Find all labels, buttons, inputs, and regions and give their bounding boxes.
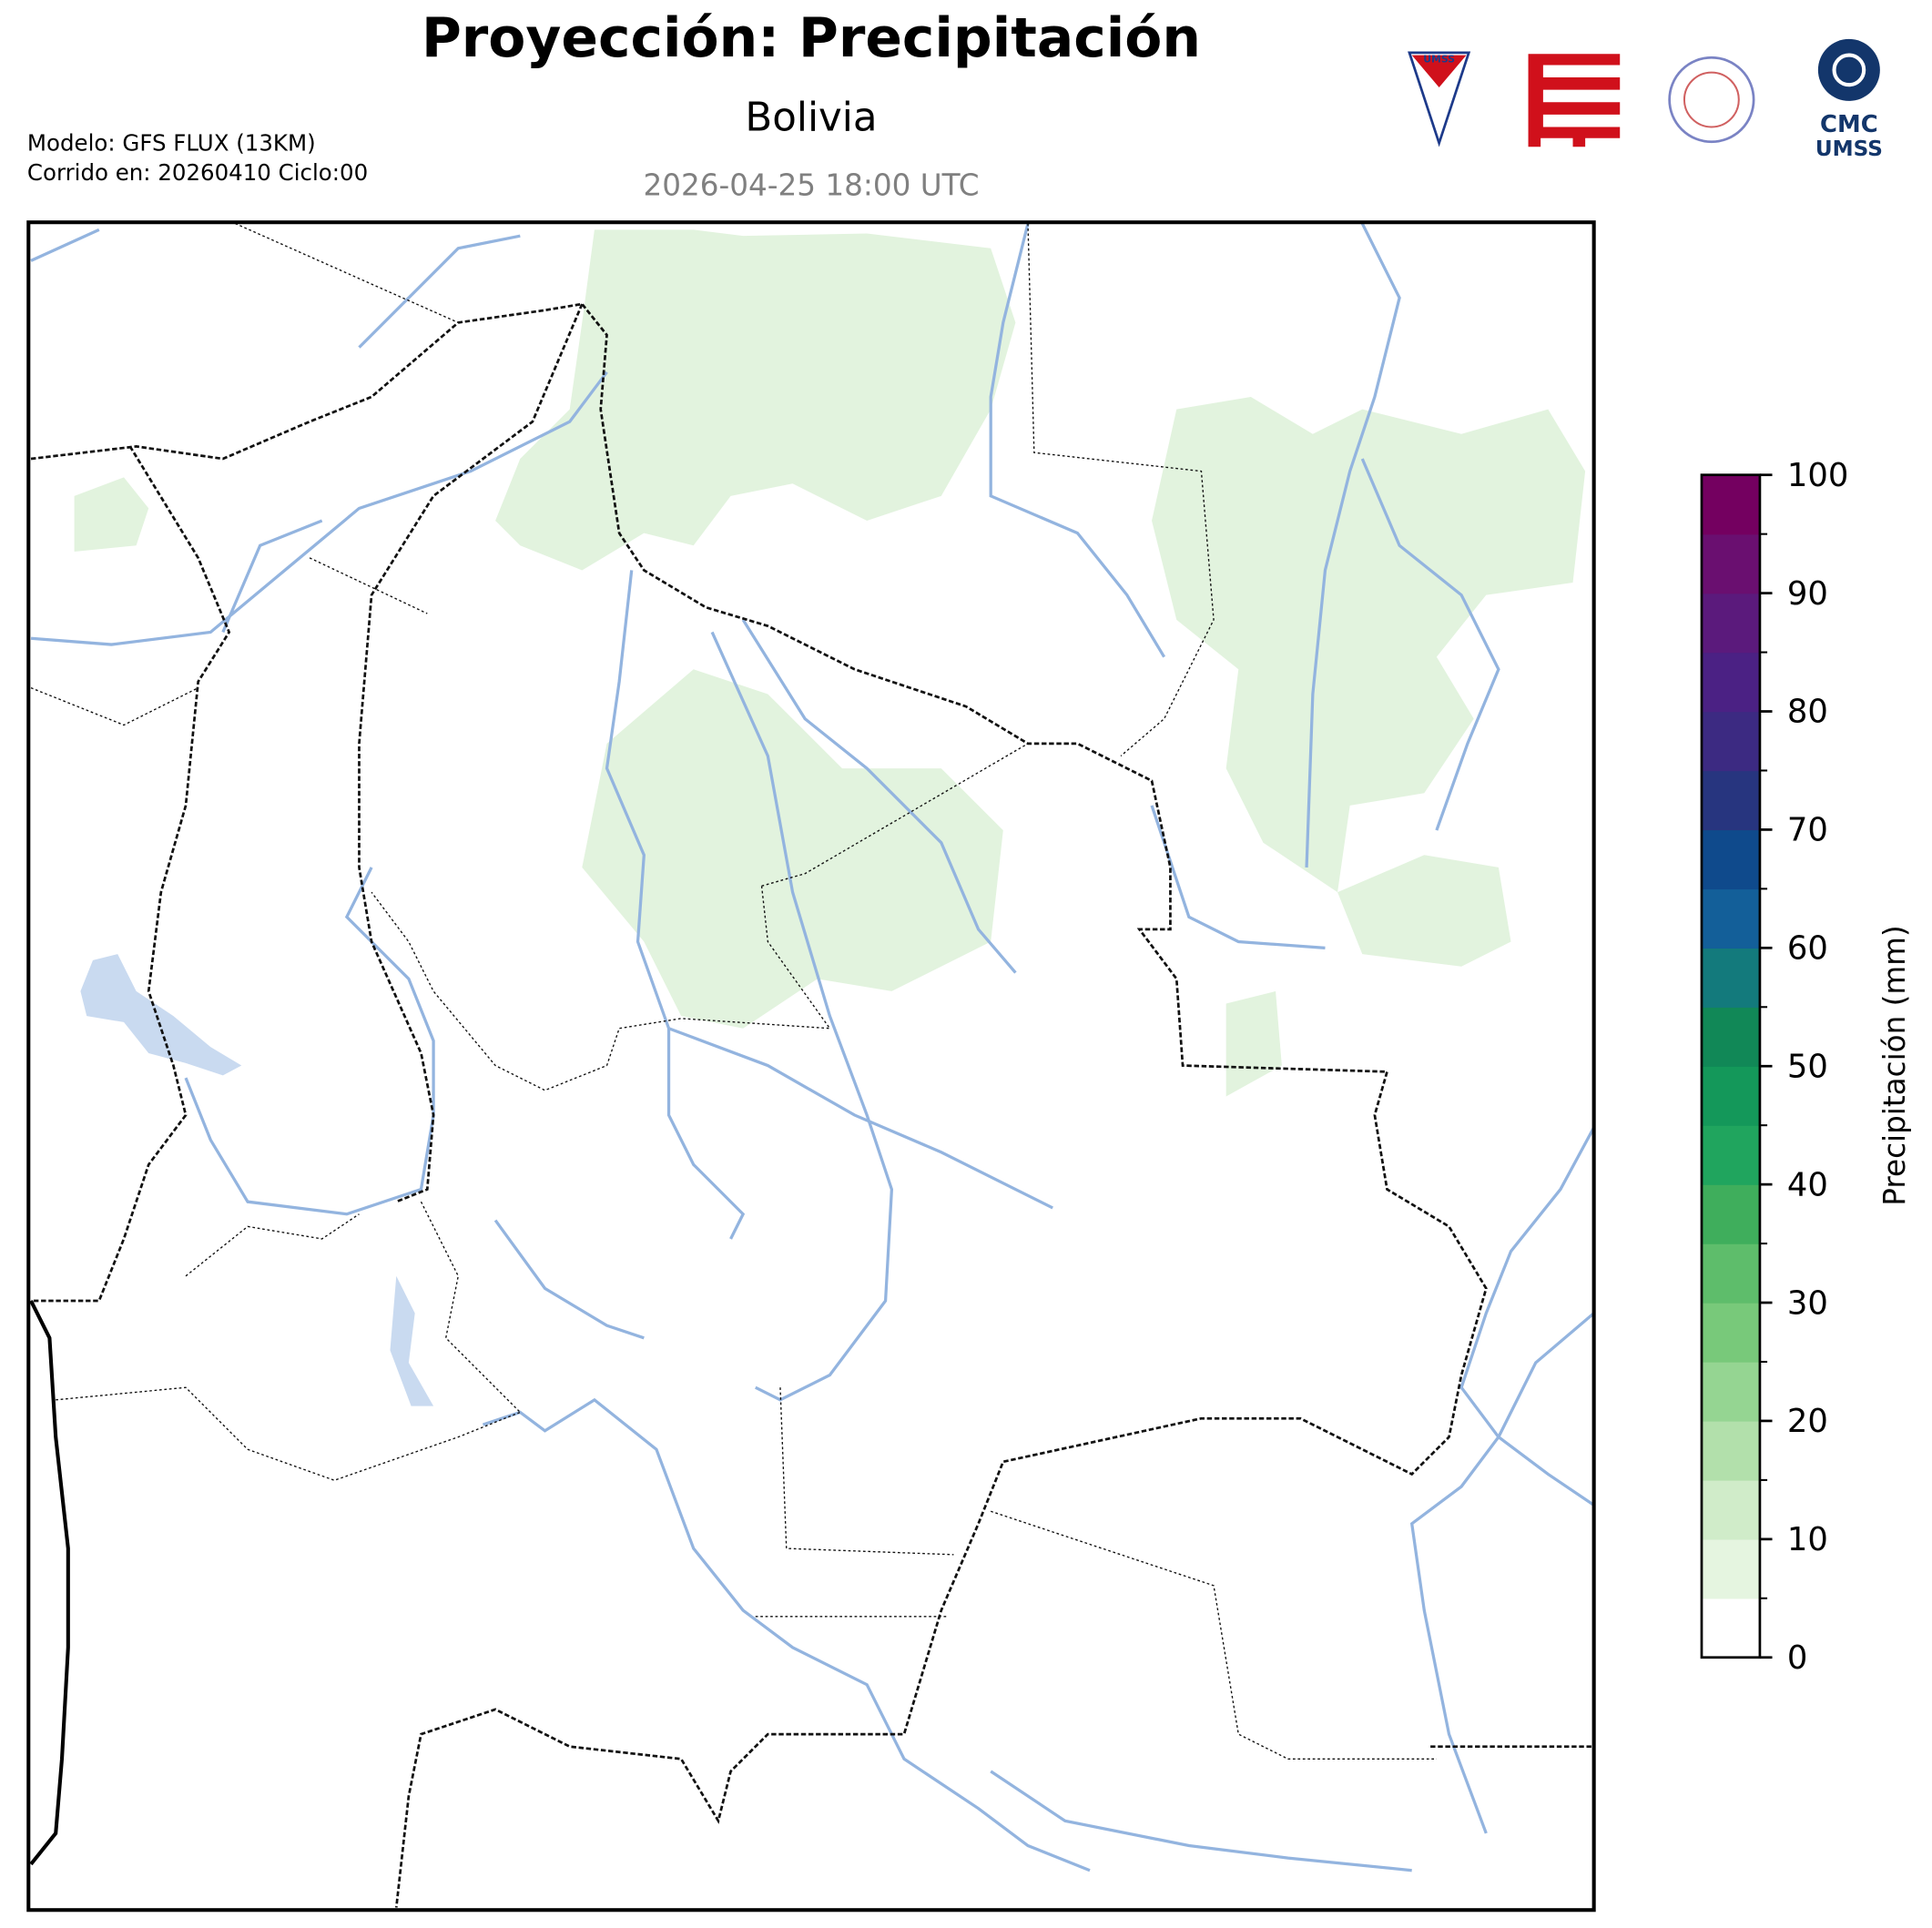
- colorbar-segment: [1701, 1479, 1760, 1540]
- river: [1497, 1312, 1595, 1507]
- physics-logo: [1668, 56, 1755, 144]
- colorbar-tick-label: 30: [1787, 1284, 1828, 1322]
- river: [1150, 805, 1326, 949]
- colorbar-segment: [1701, 593, 1760, 654]
- region: Bolivia: [745, 96, 877, 141]
- river: [184, 867, 435, 1216]
- colorbar-segment: [1701, 1243, 1760, 1304]
- colorbar-segment: [1701, 1598, 1760, 1659]
- colorbar-segment: [1701, 1184, 1760, 1244]
- river: [990, 1770, 1412, 1872]
- model-info: Modelo: GFS FLUX (13KM): [27, 129, 316, 156]
- river: [1305, 222, 1401, 868]
- valid-time: 2026-04-25 18:00 UTC: [643, 167, 979, 202]
- physics-logo-inner: [1683, 71, 1740, 128]
- colorbar-tick-label: 20: [1787, 1403, 1828, 1440]
- border: [358, 303, 584, 1203]
- river: [741, 618, 1017, 974]
- lake-titicaca: [80, 954, 242, 1076]
- river: [710, 631, 894, 1402]
- admin-boundary: [30, 222, 1437, 1760]
- colorbar-segment: [1701, 1125, 1760, 1185]
- umss-text: UMSS: [1423, 54, 1455, 66]
- river: [605, 570, 746, 1240]
- colorbar-segment: [1701, 1538, 1760, 1599]
- colorbar-segment: [1701, 1303, 1760, 1363]
- umss-logo: [1408, 51, 1471, 147]
- border: [30, 302, 1488, 1908]
- colorbar-segment: [1701, 711, 1760, 772]
- cmc-logo-inner: [1832, 53, 1866, 87]
- lake-poopo: [390, 1275, 434, 1406]
- cmc-text: CMC: [1820, 111, 1878, 138]
- river: [493, 1219, 645, 1340]
- engineering-logo: [1528, 54, 1621, 147]
- title: Proyección: Precipitación: [422, 6, 1201, 70]
- colorbar-segment: [1701, 948, 1760, 1008]
- colorbar-tick-label: 90: [1787, 575, 1828, 613]
- colorbar-label: Precipitación (mm): [1877, 925, 1912, 1205]
- river: [1360, 458, 1500, 831]
- colorbar-segment: [1701, 888, 1760, 949]
- colorbar: Precipitación (mm) 0 10 20 30 40 50 60 70 80 90 10…: [1700, 457, 1912, 1677]
- umss-logo-red: [1411, 55, 1467, 87]
- run-info: Corrido en: 20260410 Ciclo:00: [27, 159, 368, 186]
- rain-area: [74, 477, 149, 553]
- cmc-text-2: UMSS: [1815, 137, 1883, 161]
- colorbar-tick-label: 100: [1787, 457, 1849, 494]
- colorbar-segment: [1701, 1066, 1760, 1126]
- colorbar-tick-label: 70: [1787, 812, 1828, 849]
- cmc-logo: [1817, 38, 1880, 101]
- rain-area: [582, 669, 1003, 1029]
- colorbar-segment: [1701, 1007, 1760, 1067]
- logos: UMSS CMC UMSS: [1408, 38, 1883, 161]
- coastline: [29, 1300, 70, 1866]
- colorbar-tick-label: 0: [1787, 1639, 1808, 1677]
- colorbar-segment: [1701, 829, 1760, 890]
- colorbar-segment: [1701, 474, 1760, 535]
- river: [482, 1397, 1091, 1872]
- colorbar-segment: [1701, 533, 1760, 594]
- colorbar-segment: [1701, 652, 1760, 713]
- rain-area: [1152, 397, 1586, 967]
- river: [989, 223, 1166, 658]
- map-frame: [26, 220, 1596, 1913]
- colorbar-tick-label: 80: [1787, 694, 1828, 731]
- colorbar-tick-label: 50: [1787, 1048, 1828, 1085]
- border: [31, 445, 231, 1303]
- rain-area: [495, 229, 1016, 571]
- colorbar-segment: [1701, 1361, 1760, 1422]
- colorbar-segment: [1701, 1420, 1760, 1481]
- river: [667, 1027, 1053, 1210]
- colorbar-tick-label: 60: [1787, 930, 1828, 968]
- map: [26, 220, 1596, 1913]
- river: [30, 228, 608, 646]
- colorbar-tick-label: 10: [1787, 1521, 1828, 1558]
- rain-area: [1225, 990, 1282, 1097]
- colorbar-tick-label: 40: [1787, 1166, 1828, 1203]
- colorbar-segment: [1701, 770, 1760, 831]
